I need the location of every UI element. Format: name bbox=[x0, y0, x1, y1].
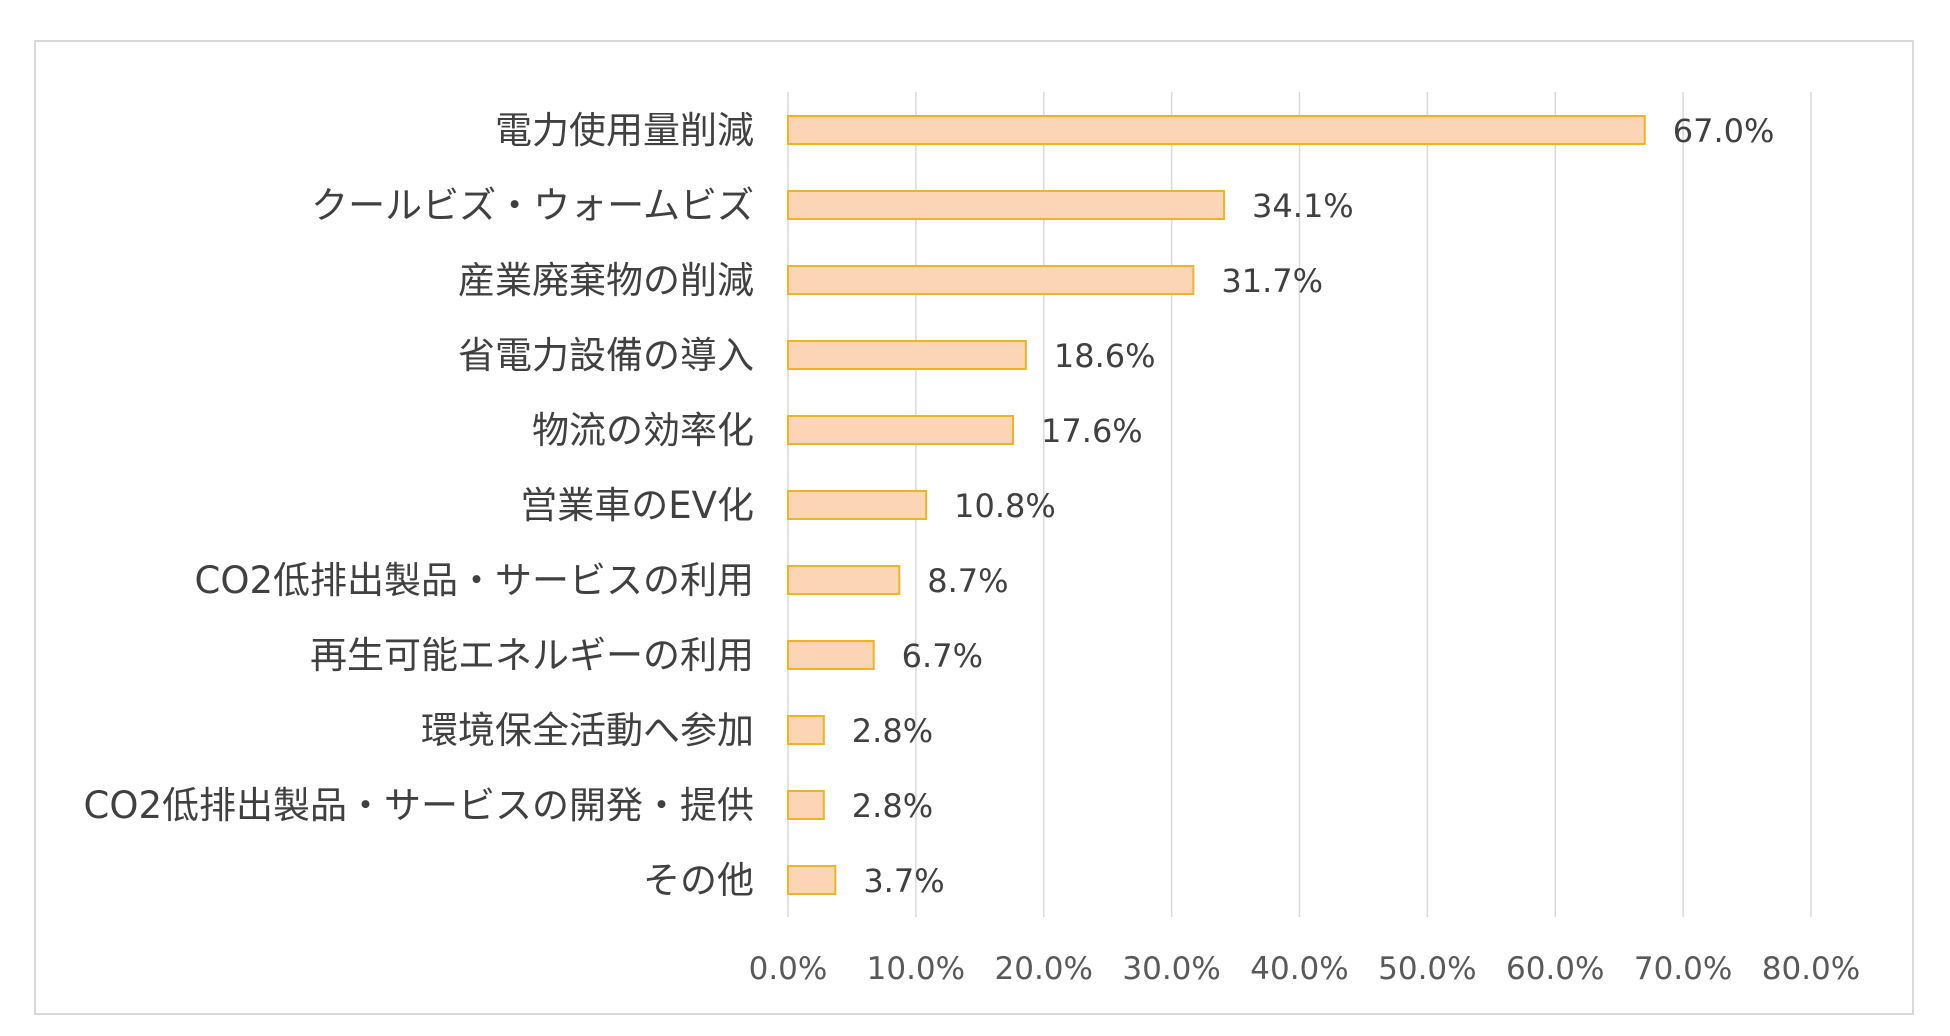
category-label: 再生可能エネルギーの利用 bbox=[310, 634, 754, 677]
bar bbox=[787, 415, 1015, 445]
bar bbox=[787, 565, 901, 595]
x-tick-label: 70.0% bbox=[1634, 951, 1732, 987]
x-axis-tick-labels: 0.0% 10.0% 20.0% 30.0% 40.0% 50.0% 60.0% 70.0% 8… bbox=[749, 951, 1861, 987]
category-label: CO2低排出製品・サービスの利用 bbox=[195, 559, 755, 602]
x-tick-label: 30.0% bbox=[1122, 951, 1220, 987]
x-tick-label: 60.0% bbox=[1506, 951, 1604, 987]
category-label: 産業廃棄物の削減 bbox=[458, 259, 754, 302]
bar bbox=[787, 715, 825, 745]
data-labels: 67.0% 34.1% 31.7% 18.6% 17.6% 10.8% 8.7% 6.7% 2.… bbox=[852, 112, 1775, 900]
bar bbox=[787, 115, 1646, 145]
data-label: 3.7% bbox=[863, 862, 944, 900]
data-label: 34.1% bbox=[1252, 187, 1354, 225]
category-labels: 電力使用量削減クールビズ・ウォームビズ産業廃棄物の削減省電力設備の導入物流の効率… bbox=[84, 109, 755, 902]
data-label: 31.7% bbox=[1221, 262, 1323, 300]
category-label: 省電力設備の導入 bbox=[458, 334, 754, 377]
bar bbox=[787, 190, 1226, 220]
data-label: 6.7% bbox=[902, 637, 983, 675]
x-tick-label: 0.0% bbox=[749, 951, 828, 987]
data-label: 8.7% bbox=[927, 562, 1008, 600]
category-label: その他 bbox=[643, 859, 754, 902]
x-tick-label: 50.0% bbox=[1378, 951, 1476, 987]
bar bbox=[787, 340, 1027, 370]
data-label: 18.6% bbox=[1054, 337, 1156, 375]
category-label: 電力使用量削減 bbox=[495, 109, 754, 152]
bar bbox=[787, 865, 837, 895]
bar bbox=[787, 490, 928, 520]
bars bbox=[787, 115, 1646, 895]
x-tick-label: 80.0% bbox=[1762, 951, 1860, 987]
bar bbox=[787, 265, 1195, 295]
gridlines bbox=[787, 92, 1812, 917]
bar-chart: 電力使用量削減クールビズ・ウォームビズ産業廃棄物の削減省電力設備の導入物流の効率… bbox=[84, 92, 1861, 987]
data-label: 67.0% bbox=[1673, 112, 1775, 150]
category-label: クールビズ・ウォームビズ bbox=[311, 184, 754, 227]
category-label: 物流の効率化 bbox=[532, 409, 754, 452]
x-tick-label: 40.0% bbox=[1250, 951, 1348, 987]
chart-frame: 電力使用量削減クールビズ・ウォームビズ産業廃棄物の削減 省電力設備の導入物流の効率… bbox=[34, 40, 1914, 1015]
x-tick-label: 10.0% bbox=[867, 951, 965, 987]
data-label: 2.8% bbox=[852, 712, 933, 750]
category-label: 営業車のEV化 bbox=[520, 484, 754, 527]
data-label: 2.8% bbox=[852, 787, 933, 825]
category-label: 環境保全活動へ参加 bbox=[421, 709, 754, 752]
data-label: 10.8% bbox=[954, 487, 1056, 525]
category-label: CO2低排出製品・サービスの開発・提供 bbox=[84, 784, 755, 827]
data-label: 17.6% bbox=[1041, 412, 1143, 450]
x-tick-label: 20.0% bbox=[995, 951, 1093, 987]
bar bbox=[787, 640, 875, 670]
bar bbox=[787, 790, 825, 820]
